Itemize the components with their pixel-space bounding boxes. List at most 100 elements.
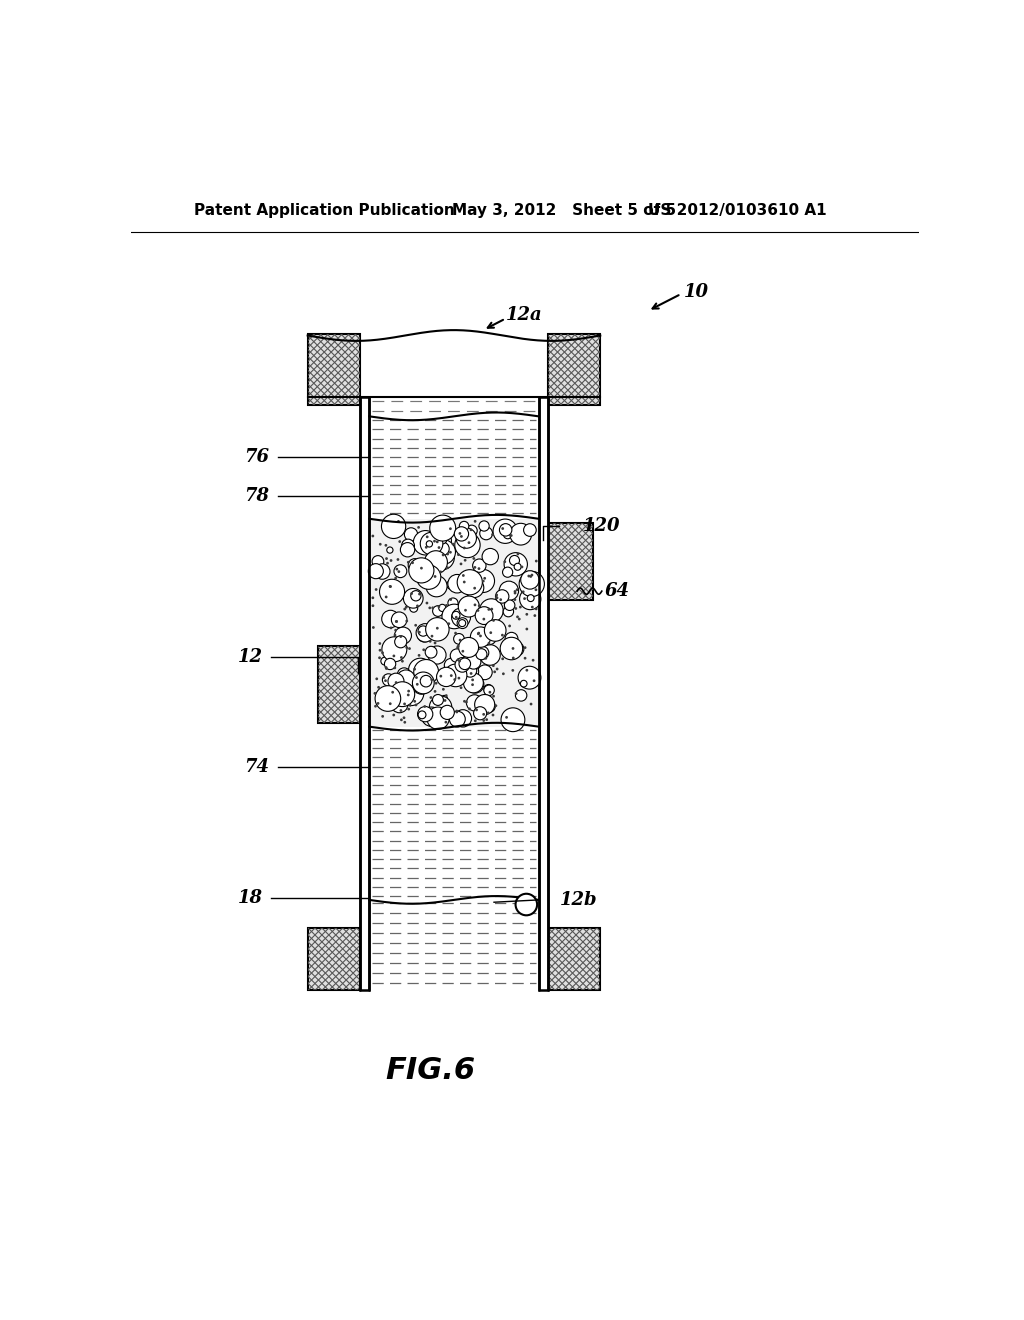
Circle shape [515,689,526,701]
Circle shape [434,532,447,544]
Text: 10: 10 [683,284,709,301]
Circle shape [400,718,402,721]
Circle shape [377,702,380,705]
Circle shape [510,643,524,656]
Circle shape [476,647,488,659]
Circle shape [473,566,476,569]
Circle shape [450,550,452,553]
Circle shape [407,561,410,564]
Circle shape [417,565,440,589]
Circle shape [484,685,493,693]
Circle shape [463,700,466,702]
Circle shape [409,558,421,572]
Circle shape [505,601,515,610]
Circle shape [413,677,430,694]
Circle shape [460,562,463,565]
Circle shape [489,631,493,634]
Circle shape [403,702,406,705]
Circle shape [381,651,384,655]
Circle shape [398,540,401,543]
Text: 76: 76 [244,449,269,466]
Circle shape [410,605,418,612]
Bar [307,928,360,990]
Circle shape [525,612,528,615]
Circle shape [511,669,514,672]
Circle shape [408,689,410,693]
Circle shape [482,618,485,620]
Circle shape [425,647,437,659]
Bar [370,397,539,990]
Circle shape [530,574,534,577]
Circle shape [372,556,384,568]
Circle shape [418,626,428,636]
Circle shape [399,635,402,638]
Circle shape [423,532,441,549]
Circle shape [503,606,514,616]
Circle shape [413,672,434,694]
Circle shape [490,622,500,631]
Circle shape [385,595,387,598]
Circle shape [397,570,400,573]
Circle shape [474,520,476,523]
Circle shape [430,678,433,681]
Circle shape [532,680,536,682]
Circle shape [476,609,479,612]
Circle shape [416,605,419,607]
Circle shape [459,639,462,642]
Circle shape [403,721,407,723]
Circle shape [492,664,495,667]
Circle shape [516,553,519,556]
Circle shape [480,527,493,540]
Circle shape [473,706,486,719]
Circle shape [520,680,527,686]
Circle shape [442,688,444,690]
Text: May 3, 2012   Sheet 5 of 5: May 3, 2012 Sheet 5 of 5 [453,203,677,218]
Circle shape [394,681,397,684]
Circle shape [499,581,518,601]
Circle shape [444,721,447,723]
Circle shape [408,708,410,710]
Circle shape [395,620,397,623]
Circle shape [474,719,477,722]
Circle shape [431,635,433,638]
Circle shape [477,665,493,680]
Circle shape [471,569,495,593]
Circle shape [378,656,381,659]
Circle shape [389,702,391,705]
Circle shape [437,546,440,549]
Circle shape [404,528,418,541]
Circle shape [495,705,498,708]
Circle shape [514,607,517,610]
Circle shape [471,684,474,686]
Circle shape [427,708,450,730]
Circle shape [492,714,495,717]
Text: 78: 78 [244,487,269,504]
Circle shape [409,659,432,682]
Circle shape [429,545,455,570]
Circle shape [510,556,519,565]
Circle shape [389,585,391,587]
Circle shape [455,616,458,619]
Circle shape [525,669,528,672]
Circle shape [530,606,534,609]
Circle shape [519,606,522,609]
Circle shape [504,561,506,564]
Circle shape [434,576,436,578]
Circle shape [473,603,476,606]
Circle shape [523,597,526,601]
Circle shape [391,612,407,627]
Circle shape [459,599,472,612]
Circle shape [473,587,476,590]
Circle shape [416,623,434,642]
Circle shape [515,692,517,694]
Circle shape [397,668,411,681]
Circle shape [386,562,389,565]
Circle shape [435,682,437,685]
Circle shape [391,690,394,693]
Circle shape [418,711,426,719]
Bar [307,334,360,405]
Bar [370,519,539,726]
Circle shape [466,655,481,669]
Circle shape [403,607,407,610]
Circle shape [455,657,470,672]
